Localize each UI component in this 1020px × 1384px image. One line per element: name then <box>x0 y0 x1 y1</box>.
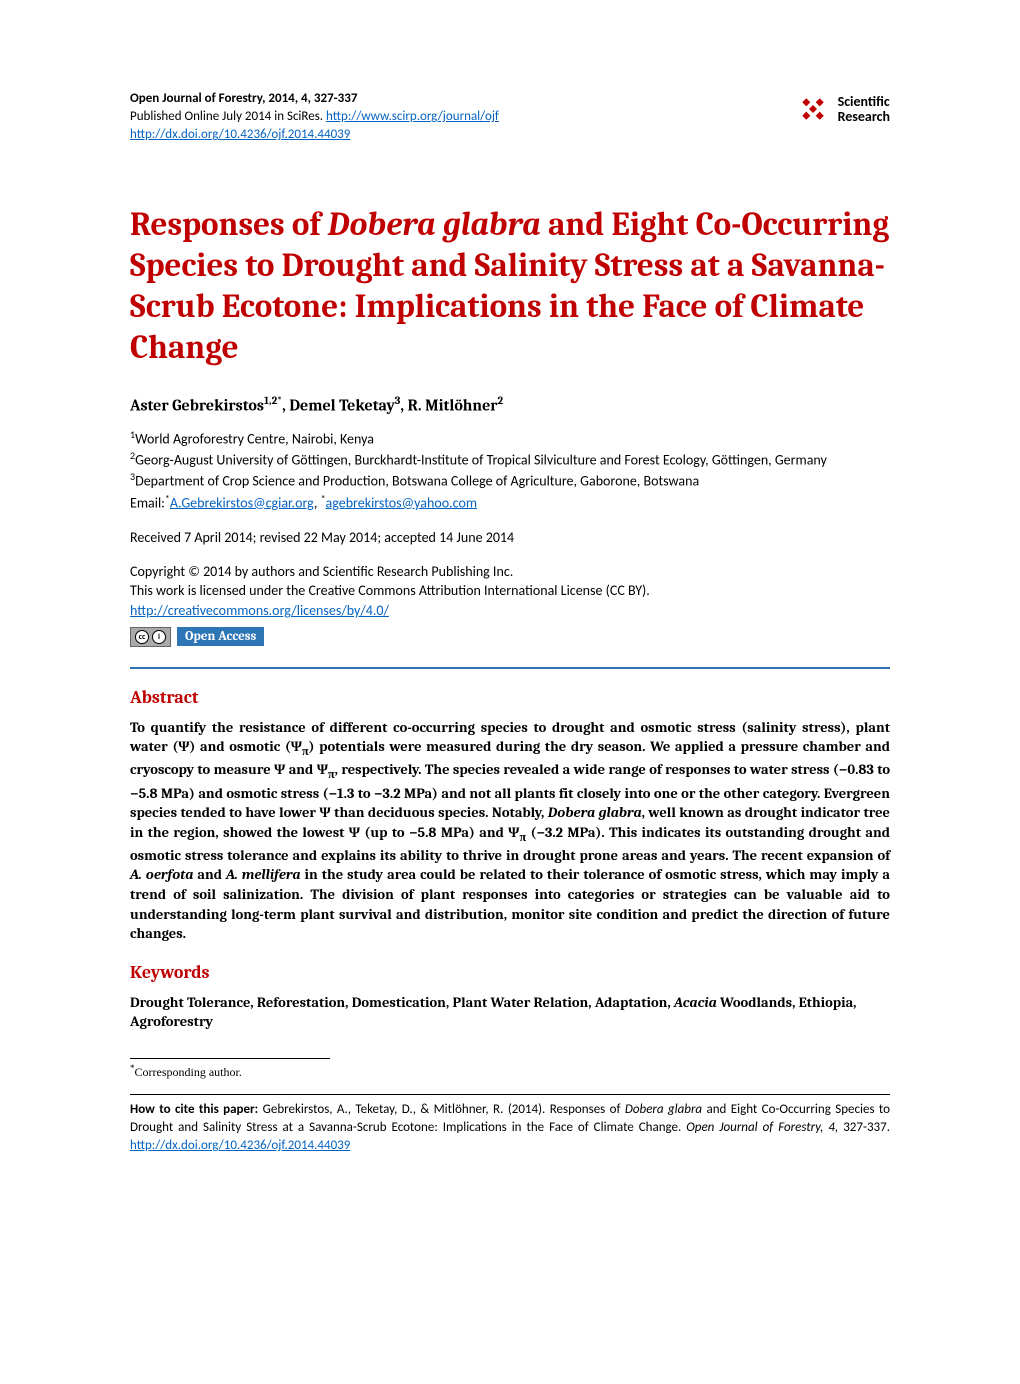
cc-by-badge: cc i <box>130 627 171 647</box>
email-line: Email:*A.Gebrekirstos@cgiar.org, *agebre… <box>130 492 890 513</box>
header-left: Open Journal of Forestry, 2014, 4, 327-3… <box>130 90 499 145</box>
copyright: Copyright © 2014 by authors and Scientif… <box>130 562 890 621</box>
citation-doi-link[interactable]: http://dx.doi.org/10.4236/ojf.2014.44039 <box>130 1138 350 1153</box>
license-link[interactable]: http://creativecommons.org/licenses/by/4… <box>130 602 389 619</box>
publisher-logo: Scientific Research <box>794 90 890 128</box>
citation-divider <box>130 1094 890 1095</box>
affiliations: 1World Agroforestry Centre, Nairobi, Ken… <box>130 428 890 513</box>
affiliation-1: 1World Agroforestry Centre, Nairobi, Ken… <box>130 428 890 449</box>
email-link-1[interactable]: A.Gebrekirstos@cgiar.org <box>170 494 314 511</box>
doi-line: http://dx.doi.org/10.4236/ojf.2014.44039 <box>130 126 499 144</box>
badges: cc i Open Access <box>130 627 890 647</box>
abstract-text: To quantify the resistance of different … <box>130 718 890 944</box>
doi-link[interactable]: http://dx.doi.org/10.4236/ojf.2014.44039 <box>130 127 350 142</box>
affiliation-3: 3Department of Crop Science and Producti… <box>130 470 890 491</box>
published-line: Published Online July 2014 in SciRes. ht… <box>130 108 499 126</box>
header: Open Journal of Forestry, 2014, 4, 327-3… <box>130 90 890 145</box>
journal-info: Open Journal of Forestry, 2014, 4, 327-3… <box>130 90 499 108</box>
open-access-badge: Open Access <box>177 627 264 646</box>
cc-icon: cc <box>135 630 149 644</box>
affiliation-2: 2Georg-August University of Göttingen, B… <box>130 449 890 470</box>
footnote-divider <box>130 1058 330 1059</box>
keywords-heading: Keywords <box>130 962 890 983</box>
section-divider <box>130 667 890 669</box>
email-link-2[interactable]: agebrekirstos@yahoo.com <box>326 494 477 511</box>
journal-url-link[interactable]: http://www.scirp.org/journal/ojf <box>326 109 499 124</box>
logo-text: Scientific Research <box>838 94 890 125</box>
abstract-heading: Abstract <box>130 687 890 708</box>
paper-title: Responses of Dobera glabra and Eight Co-… <box>130 205 890 370</box>
by-icon: i <box>152 630 166 644</box>
footnote: *Corresponding author. <box>130 1063 890 1080</box>
logo-icon <box>794 90 832 128</box>
citation: How to cite this paper: Gebrekirstos, A.… <box>130 1101 890 1156</box>
keywords-text: Drought Tolerance, Reforestation, Domest… <box>130 993 890 1032</box>
authors: Aster Gebrekirstos1,2*, Demel Teketay3, … <box>130 394 890 414</box>
dates: Received 7 April 2014; revised 22 May 20… <box>130 529 890 546</box>
